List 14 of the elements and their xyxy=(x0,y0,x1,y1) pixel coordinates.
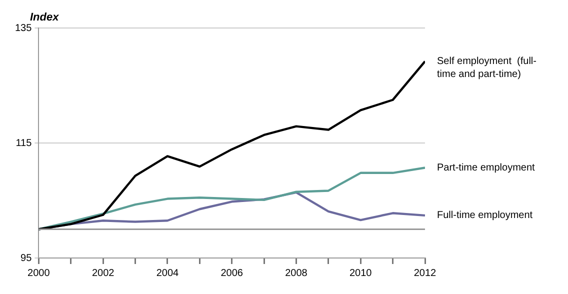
y-tick-label: 115 xyxy=(16,138,32,149)
y-axis-title: Index xyxy=(30,12,60,24)
x-tick-label: 2012 xyxy=(414,268,437,279)
series-label: Full-time employment xyxy=(437,210,533,222)
y-tick-label: 95 xyxy=(20,252,32,264)
x-tick-label: 2010 xyxy=(349,268,372,279)
x-tick-label: 2002 xyxy=(92,268,115,279)
series-label: Part-time employment xyxy=(437,162,536,174)
x-tick-label: 2004 xyxy=(156,268,180,279)
series-label: Self employment (full-time and part-time) xyxy=(437,56,536,80)
x-tick-label: 2008 xyxy=(285,268,308,279)
x-tick-label: 2006 xyxy=(220,268,244,279)
y-tick-label: 135 xyxy=(14,22,32,34)
x-tick-label: 2000 xyxy=(28,268,50,279)
